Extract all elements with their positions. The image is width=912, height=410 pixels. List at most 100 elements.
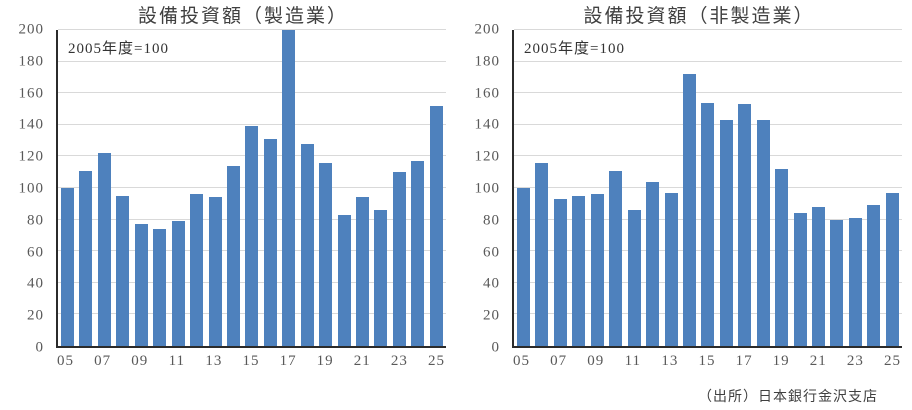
bar-17 — [738, 104, 752, 346]
x-tick-label: 11 — [624, 353, 642, 369]
x-tick-label — [682, 353, 695, 370]
x-tick-label — [337, 353, 350, 370]
bar-21 — [812, 206, 825, 346]
bar-19 — [775, 169, 789, 346]
gridline — [514, 92, 902, 94]
plot-area: 2005年度=100 — [56, 29, 446, 348]
x-tick-label — [830, 353, 843, 370]
x-tick-label — [300, 353, 313, 370]
y-tick-label: 80 — [483, 212, 500, 229]
gridline — [58, 60, 446, 62]
x-tick-label — [226, 353, 239, 370]
x-tick-label — [374, 353, 387, 370]
x-tick-label: 13 — [661, 353, 679, 369]
x-tick-label: 05 — [513, 353, 530, 369]
chart-title: 設備投資額（製造業） — [137, 6, 348, 27]
bar-24 — [411, 161, 425, 346]
gridline — [514, 60, 902, 62]
y-tick-label: 60 — [27, 244, 44, 261]
x-axis: 05 07 09 11 13 15 17 19 21 23 25 — [512, 353, 902, 370]
gridline — [58, 123, 446, 125]
y-tick-label: 160 — [474, 85, 500, 102]
x-tick-label — [756, 353, 769, 370]
bar-14 — [226, 165, 240, 346]
bar-23 — [848, 218, 862, 346]
y-tick-label: 120 — [474, 148, 500, 165]
y-tick-label: 20 — [27, 307, 44, 324]
x-tick-label — [115, 353, 128, 370]
x-tick-label — [608, 353, 621, 370]
x-tick-label: 11 — [168, 353, 186, 369]
y-tick-label: 40 — [483, 275, 500, 292]
source-note: （出所）日本銀行金沢支店 — [698, 390, 878, 405]
bar-06 — [535, 162, 549, 346]
x-tick-label: 21 — [353, 353, 371, 369]
y-tick-label: 160 — [18, 85, 44, 102]
x-tick-label: 09 — [131, 353, 149, 369]
bar-24 — [867, 205, 881, 346]
x-tick-label: 15 — [242, 353, 260, 369]
chart-title: 設備投資額（非製造業） — [583, 6, 815, 27]
bar-21 — [356, 197, 369, 346]
bar-05 — [61, 188, 74, 346]
x-tick-label: 23 — [390, 353, 408, 369]
bar-20 — [793, 213, 807, 346]
y-tick-label: 140 — [18, 116, 44, 133]
gridline — [514, 29, 902, 30]
x-tick-label: 25 — [883, 353, 901, 369]
x-tick-label — [719, 353, 732, 370]
bars — [514, 30, 902, 346]
bar-12 — [190, 194, 204, 346]
x-tick-label: 21 — [809, 353, 827, 369]
x-tick-label: 15 — [698, 353, 716, 369]
x-tick-label: 23 — [846, 353, 864, 369]
bar-13 — [664, 192, 678, 346]
gridline — [58, 29, 446, 30]
bar-12 — [646, 181, 660, 346]
y-tick-label: 200 — [18, 21, 44, 38]
x-tick-label: 25 — [427, 353, 445, 369]
chart-manufacturing: 設備投資額（製造業） 0 20 40 60 80 100 120 140 160 180 200 2… — [0, 0, 456, 385]
y-tick-label: 0 — [35, 339, 44, 356]
y-tick-label: 120 — [18, 148, 44, 165]
bar-09 — [590, 194, 604, 346]
base-year-annotation: 2005年度=100 — [524, 41, 625, 57]
x-tick-label — [189, 353, 202, 370]
bar-07 — [553, 199, 567, 346]
x-tick-label: 17 — [735, 353, 753, 369]
x-tick-label: 05 — [57, 353, 74, 369]
y-tick-label: 80 — [27, 212, 44, 229]
x-tick-label: 09 — [587, 353, 605, 369]
bar-22 — [374, 210, 388, 346]
bars — [58, 30, 446, 346]
x-tick-label — [645, 353, 658, 370]
bar-16 — [719, 120, 733, 346]
y-tick-label: 180 — [474, 53, 500, 70]
bar-11 — [171, 221, 185, 346]
bar-20 — [337, 214, 351, 346]
x-tick-label: 19 — [772, 353, 790, 369]
plot-area: 2005年度=100 — [512, 29, 902, 348]
bar-13 — [208, 197, 222, 346]
y-tick-label: 40 — [27, 275, 44, 292]
y-tick-label: 100 — [18, 180, 44, 197]
x-tick-label — [571, 353, 584, 370]
y-tick-label: 180 — [18, 53, 44, 70]
x-tick-label: 17 — [279, 353, 297, 369]
bar-17 — [282, 30, 296, 346]
x-tick-label — [411, 353, 424, 370]
bar-06 — [79, 170, 93, 346]
x-tick-label — [263, 353, 276, 370]
bar-10 — [609, 170, 623, 346]
x-axis: 05 07 09 11 13 15 17 19 21 23 25 — [56, 353, 446, 370]
y-tick-label: 60 — [483, 244, 500, 261]
bar-09 — [134, 224, 148, 346]
bar-14 — [682, 74, 696, 346]
y-tick-label: 200 — [474, 21, 500, 38]
bar-10 — [153, 229, 167, 346]
gridline — [58, 92, 446, 94]
x-tick-label: 07 — [550, 353, 568, 369]
bar-23 — [392, 172, 406, 346]
y-tick-label: 100 — [474, 180, 500, 197]
